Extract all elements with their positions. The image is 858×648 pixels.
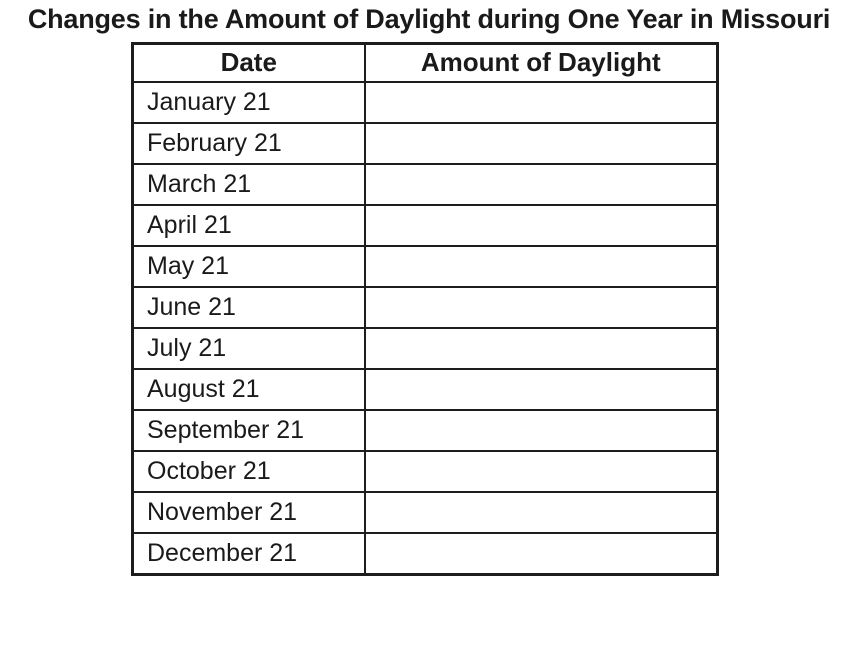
date-cell: April 21: [131, 204, 366, 248]
amount-cell: [363, 286, 719, 330]
date-cell: December 21: [131, 532, 366, 576]
date-cell: May 21: [131, 245, 366, 289]
amount-cell: [363, 81, 719, 125]
table-row: September 21: [131, 409, 719, 453]
table-row: April 21: [131, 204, 719, 248]
date-cell: July 21: [131, 327, 366, 371]
amount-cell: [363, 409, 719, 453]
amount-cell: [363, 327, 719, 371]
amount-cell: [363, 204, 719, 248]
table-row: June 21: [131, 286, 719, 330]
page-title: Changes in the Amount of Daylight during…: [27, 4, 831, 34]
daylight-table: Date Amount of Daylight January 21 Febru…: [131, 41, 719, 576]
amount-cell: [363, 450, 719, 494]
table-row: March 21: [131, 163, 719, 207]
amount-cell: [363, 163, 719, 207]
amount-cell: [363, 368, 719, 412]
date-cell: September 21: [131, 409, 366, 453]
date-cell: February 21: [131, 122, 366, 166]
amount-cell: [363, 122, 719, 166]
table-row: May 21: [131, 245, 719, 289]
table-row: February 21: [131, 122, 719, 166]
table-body: January 21 February 21 March 21 April 21…: [131, 81, 719, 576]
table-row: November 21: [131, 491, 719, 535]
date-cell: August 21: [131, 368, 366, 412]
amount-cell: [363, 532, 719, 576]
table-row: December 21: [131, 532, 719, 576]
table-row: July 21: [131, 327, 719, 371]
header-date: Date: [131, 42, 366, 84]
table-header-row: Date Amount of Daylight: [131, 42, 719, 84]
date-cell: October 21: [131, 450, 366, 494]
date-cell: March 21: [131, 163, 366, 207]
table-row: August 21: [131, 368, 719, 412]
amount-cell: [363, 245, 719, 289]
amount-cell: [363, 491, 719, 535]
table-row: January 21: [131, 81, 719, 125]
table-row: October 21: [131, 450, 719, 494]
date-cell: January 21: [131, 81, 366, 125]
header-amount-of-daylight: Amount of Daylight: [363, 42, 719, 84]
date-cell: November 21: [131, 491, 366, 535]
date-cell: June 21: [131, 286, 366, 330]
